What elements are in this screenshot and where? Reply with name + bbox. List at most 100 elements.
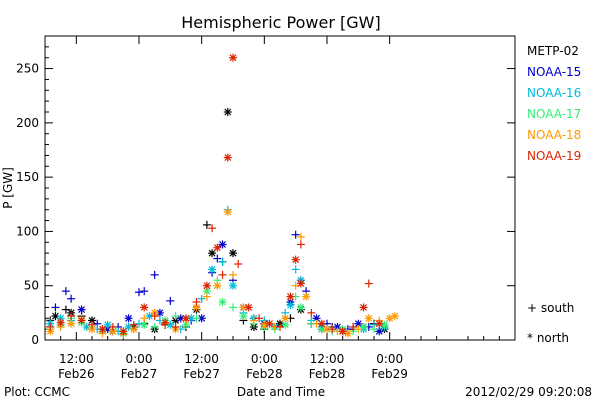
north-point — [223, 153, 232, 162]
south-point — [364, 279, 373, 288]
x-tick-date: Feb28 — [309, 367, 346, 381]
south-point — [276, 322, 284, 331]
north-point — [119, 327, 128, 336]
marker-legend-entry: * north — [527, 331, 569, 345]
north-point — [182, 320, 190, 329]
x-tick-date: Feb27 — [183, 367, 220, 381]
legend-entry: NOAA-18 — [527, 128, 581, 142]
south-point — [291, 230, 300, 239]
north-point — [103, 320, 112, 329]
x-tick-date: Feb26 — [58, 367, 95, 381]
north-point — [140, 303, 149, 312]
south-point — [171, 322, 180, 331]
north-point — [229, 281, 237, 290]
north-point — [67, 319, 76, 328]
north-point — [364, 314, 373, 323]
north-point — [223, 108, 232, 116]
north-point — [260, 320, 269, 329]
south-point — [328, 325, 337, 334]
south-point — [140, 314, 149, 323]
north-point — [213, 281, 222, 290]
south-point — [229, 303, 237, 312]
south-point — [354, 325, 363, 334]
north-point — [375, 327, 384, 336]
south-point — [291, 265, 300, 274]
legend-entry: METP-02 — [527, 44, 579, 58]
south-point — [46, 322, 55, 331]
north-point — [88, 325, 96, 334]
footer-timestamp: 2012/02/29 09:20:08 — [465, 385, 592, 399]
north-point — [244, 303, 253, 312]
y-tick-label: 100 — [16, 224, 39, 238]
north-point — [77, 305, 86, 314]
north-point — [46, 327, 55, 336]
north-point — [98, 325, 107, 334]
south-point — [229, 270, 237, 279]
north-point — [202, 281, 211, 290]
north-point — [229, 249, 237, 258]
north-point — [286, 301, 295, 310]
north-point — [161, 318, 170, 327]
south-point — [208, 224, 217, 233]
north-point — [323, 325, 331, 334]
data-points — [46, 53, 399, 339]
x-tick-date: Feb28 — [246, 367, 283, 381]
south-point — [234, 260, 243, 268]
y-tick-label: 200 — [16, 116, 39, 130]
north-point — [140, 320, 149, 329]
north-point — [317, 325, 326, 334]
x-tick-date: Feb29 — [371, 367, 408, 381]
north-point — [296, 303, 305, 312]
north-point — [182, 314, 190, 323]
north-point — [291, 255, 300, 264]
north-point — [77, 316, 86, 325]
north-point — [56, 318, 65, 327]
south-point — [192, 314, 201, 323]
south-point — [166, 296, 175, 305]
south-point — [197, 294, 206, 303]
north-point — [213, 243, 222, 252]
south-point — [307, 308, 316, 317]
south-point — [88, 320, 96, 329]
north-point — [265, 319, 274, 328]
south-point — [135, 319, 143, 328]
plot-frame — [44, 35, 516, 341]
south-point — [135, 288, 143, 297]
north-point — [208, 265, 217, 274]
north-point — [218, 298, 227, 306]
y-tick-label: 0 — [31, 333, 39, 347]
south-point — [51, 303, 60, 312]
north-point — [229, 53, 237, 62]
marker-legend: + south * north — [527, 301, 574, 345]
south-point — [255, 314, 264, 323]
north-point — [286, 292, 295, 301]
y-tick-label: 250 — [16, 62, 39, 76]
south-point — [349, 322, 358, 331]
south-point — [249, 316, 258, 325]
x-tick-date: Feb27 — [121, 367, 158, 381]
south-point — [296, 240, 305, 249]
north-point — [338, 327, 347, 336]
north-point — [302, 292, 311, 301]
chart-title: Hemispheric Power [GW] — [181, 13, 380, 32]
north-point — [359, 303, 368, 312]
south-point — [61, 287, 70, 296]
south-point — [150, 312, 159, 321]
south-point — [202, 220, 211, 229]
south-point — [296, 232, 305, 241]
south-point — [140, 287, 149, 296]
south-point — [192, 298, 201, 306]
x-tick-label: 0:00 — [251, 352, 278, 366]
y-axis-label: P [GW] — [1, 167, 15, 209]
north-point — [124, 314, 133, 323]
x-tick-label: 12:00 — [184, 352, 219, 366]
legend-entry: NOAA-15 — [527, 65, 581, 79]
x-tick-label: 12:00 — [59, 352, 94, 366]
marker-legend-entry: + south — [527, 301, 574, 315]
north-point — [375, 319, 384, 328]
y-tick-label: 50 — [24, 279, 39, 293]
south-point — [370, 325, 378, 334]
north-point — [281, 314, 290, 323]
south-point — [67, 294, 76, 303]
legend: METP-02 NOAA-15 NOAA-16 NOAA-17 NOAA-18 NOAA-… — [527, 44, 581, 163]
